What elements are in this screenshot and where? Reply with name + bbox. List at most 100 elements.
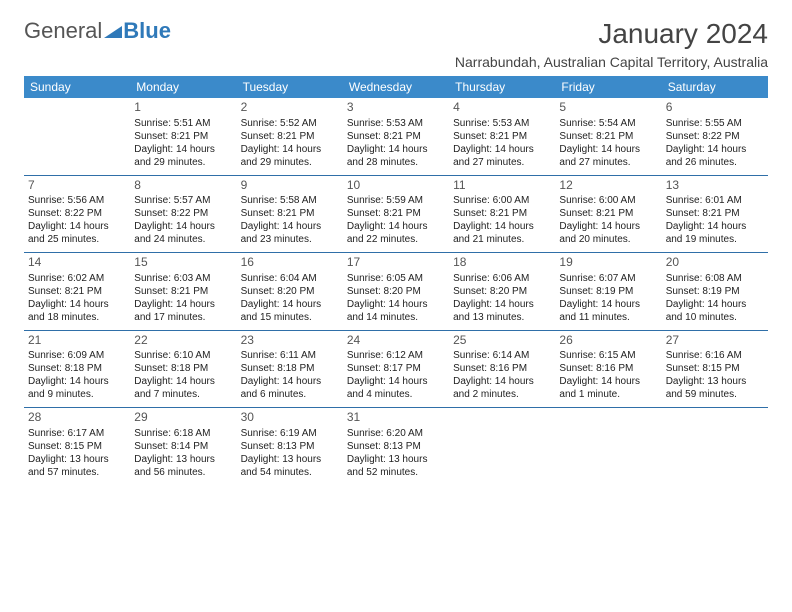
day-info-line: and 29 minutes. — [241, 156, 339, 169]
day-info-line: Daylight: 14 hours — [28, 375, 126, 388]
weekday-header: Sunday — [24, 76, 130, 98]
day-info-line: Daylight: 14 hours — [347, 298, 445, 311]
calendar-day-cell: 2Sunrise: 5:52 AMSunset: 8:21 PMDaylight… — [237, 98, 343, 175]
day-number: 4 — [453, 100, 551, 116]
day-info-line: Sunset: 8:21 PM — [666, 207, 764, 220]
day-number: 3 — [347, 100, 445, 116]
day-info-line: and 23 minutes. — [241, 233, 339, 246]
day-info-line: and 6 minutes. — [241, 388, 339, 401]
day-info-line: Daylight: 14 hours — [453, 375, 551, 388]
day-info-line: Daylight: 14 hours — [134, 375, 232, 388]
day-info-line: Sunset: 8:21 PM — [241, 130, 339, 143]
calendar-day-cell: 5Sunrise: 5:54 AMSunset: 8:21 PMDaylight… — [555, 98, 661, 175]
calendar-day-cell: 20Sunrise: 6:08 AMSunset: 8:19 PMDayligh… — [662, 253, 768, 331]
day-info-line: Sunset: 8:21 PM — [134, 130, 232, 143]
day-info-line: and 28 minutes. — [347, 156, 445, 169]
calendar-day-cell: 14Sunrise: 6:02 AMSunset: 8:21 PMDayligh… — [24, 253, 130, 331]
day-info-line: and 14 minutes. — [347, 311, 445, 324]
calendar-day-cell: 3Sunrise: 5:53 AMSunset: 8:21 PMDaylight… — [343, 98, 449, 175]
calendar-day-cell: 9Sunrise: 5:58 AMSunset: 8:21 PMDaylight… — [237, 175, 343, 253]
calendar-week-row: 1Sunrise: 5:51 AMSunset: 8:21 PMDaylight… — [24, 98, 768, 175]
day-info-line: Sunrise: 6:00 AM — [559, 194, 657, 207]
day-info-line: Sunrise: 5:52 AM — [241, 117, 339, 130]
day-info-line: Sunset: 8:13 PM — [347, 440, 445, 453]
day-number: 1 — [134, 100, 232, 116]
day-number: 13 — [666, 178, 764, 194]
day-info-line: Sunrise: 5:55 AM — [666, 117, 764, 130]
day-info-line: and 57 minutes. — [28, 466, 126, 479]
day-number: 27 — [666, 333, 764, 349]
day-info-line: and 18 minutes. — [28, 311, 126, 324]
day-info-line: Daylight: 13 hours — [241, 453, 339, 466]
day-info-line: Sunset: 8:16 PM — [453, 362, 551, 375]
day-number: 31 — [347, 410, 445, 426]
day-info-line: Sunrise: 6:03 AM — [134, 272, 232, 285]
calendar-week-row: 14Sunrise: 6:02 AMSunset: 8:21 PMDayligh… — [24, 253, 768, 331]
day-info-line: Sunrise: 6:18 AM — [134, 427, 232, 440]
day-number: 17 — [347, 255, 445, 271]
day-info-line: Sunset: 8:20 PM — [453, 285, 551, 298]
calendar-day-cell: 28Sunrise: 6:17 AMSunset: 8:15 PMDayligh… — [24, 408, 130, 485]
day-number: 24 — [347, 333, 445, 349]
day-info-line: Sunset: 8:17 PM — [347, 362, 445, 375]
day-info-line: Sunset: 8:21 PM — [347, 130, 445, 143]
day-info-line: Sunrise: 6:20 AM — [347, 427, 445, 440]
day-info-line: and 27 minutes. — [453, 156, 551, 169]
day-info-line: Daylight: 14 hours — [453, 220, 551, 233]
day-info-line: Sunrise: 6:10 AM — [134, 349, 232, 362]
day-number: 15 — [134, 255, 232, 271]
day-info-line: Sunset: 8:13 PM — [241, 440, 339, 453]
day-info-line: Sunrise: 6:08 AM — [666, 272, 764, 285]
day-info-line: Daylight: 14 hours — [241, 220, 339, 233]
day-number: 30 — [241, 410, 339, 426]
day-info-line: Sunrise: 6:09 AM — [28, 349, 126, 362]
day-info-line: and 20 minutes. — [559, 233, 657, 246]
day-info-line: Daylight: 14 hours — [666, 143, 764, 156]
day-info-line: Sunset: 8:21 PM — [559, 130, 657, 143]
calendar-day-cell: 6Sunrise: 5:55 AMSunset: 8:22 PMDaylight… — [662, 98, 768, 175]
day-info-line: and 56 minutes. — [134, 466, 232, 479]
day-info-line: Sunset: 8:19 PM — [559, 285, 657, 298]
day-info-line: and 52 minutes. — [347, 466, 445, 479]
calendar-day-cell: 10Sunrise: 5:59 AMSunset: 8:21 PMDayligh… — [343, 175, 449, 253]
day-info-line: Daylight: 14 hours — [559, 298, 657, 311]
day-info-line: Daylight: 14 hours — [453, 143, 551, 156]
day-info-line: Sunset: 8:21 PM — [134, 285, 232, 298]
day-info-line: Sunset: 8:21 PM — [559, 207, 657, 220]
day-info-line: Daylight: 14 hours — [241, 375, 339, 388]
calendar-day-cell — [555, 408, 661, 485]
logo-text-general: General — [24, 18, 102, 44]
calendar-day-cell: 27Sunrise: 6:16 AMSunset: 8:15 PMDayligh… — [662, 330, 768, 408]
day-info-line: Sunset: 8:18 PM — [241, 362, 339, 375]
weekday-header: Friday — [555, 76, 661, 98]
day-info-line: and 25 minutes. — [28, 233, 126, 246]
day-number: 7 — [28, 178, 126, 194]
day-number: 28 — [28, 410, 126, 426]
calendar-day-cell: 17Sunrise: 6:05 AMSunset: 8:20 PMDayligh… — [343, 253, 449, 331]
day-info-line: Daylight: 14 hours — [559, 220, 657, 233]
day-info-line: Sunset: 8:21 PM — [453, 130, 551, 143]
calendar-day-cell — [662, 408, 768, 485]
day-info-line: Sunset: 8:20 PM — [241, 285, 339, 298]
day-info-line: and 10 minutes. — [666, 311, 764, 324]
calendar-day-cell: 18Sunrise: 6:06 AMSunset: 8:20 PMDayligh… — [449, 253, 555, 331]
day-info-line: Sunset: 8:14 PM — [134, 440, 232, 453]
day-info-line: and 1 minute. — [559, 388, 657, 401]
day-info-line: Daylight: 14 hours — [559, 143, 657, 156]
header: General Blue January 2024 Narrabundah, A… — [24, 18, 768, 70]
day-info-line: Sunset: 8:21 PM — [28, 285, 126, 298]
day-number: 26 — [559, 333, 657, 349]
weekday-header: Saturday — [662, 76, 768, 98]
day-number: 12 — [559, 178, 657, 194]
day-info-line: Sunrise: 6:07 AM — [559, 272, 657, 285]
day-info-line: and 54 minutes. — [241, 466, 339, 479]
title-block: January 2024 Narrabundah, Australian Cap… — [455, 18, 768, 70]
day-info-line: Daylight: 14 hours — [134, 220, 232, 233]
day-info-line: and 17 minutes. — [134, 311, 232, 324]
weekday-header: Tuesday — [237, 76, 343, 98]
calendar-day-cell: 13Sunrise: 6:01 AMSunset: 8:21 PMDayligh… — [662, 175, 768, 253]
day-info-line: Sunrise: 6:02 AM — [28, 272, 126, 285]
month-title: January 2024 — [455, 18, 768, 50]
day-number: 25 — [453, 333, 551, 349]
calendar-table: Sunday Monday Tuesday Wednesday Thursday… — [24, 76, 768, 485]
